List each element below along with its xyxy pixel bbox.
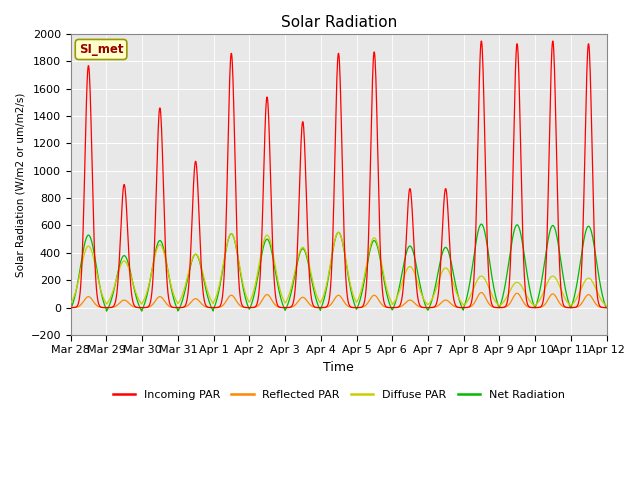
Legend: Incoming PAR, Reflected PAR, Diffuse PAR, Net Radiation: Incoming PAR, Reflected PAR, Diffuse PAR…	[108, 386, 569, 405]
Y-axis label: Solar Radiation (W/m2 or um/m2/s): Solar Radiation (W/m2 or um/m2/s)	[15, 92, 25, 276]
Title: Solar Radiation: Solar Radiation	[280, 15, 397, 30]
Text: SI_met: SI_met	[79, 43, 124, 56]
X-axis label: Time: Time	[323, 361, 354, 374]
